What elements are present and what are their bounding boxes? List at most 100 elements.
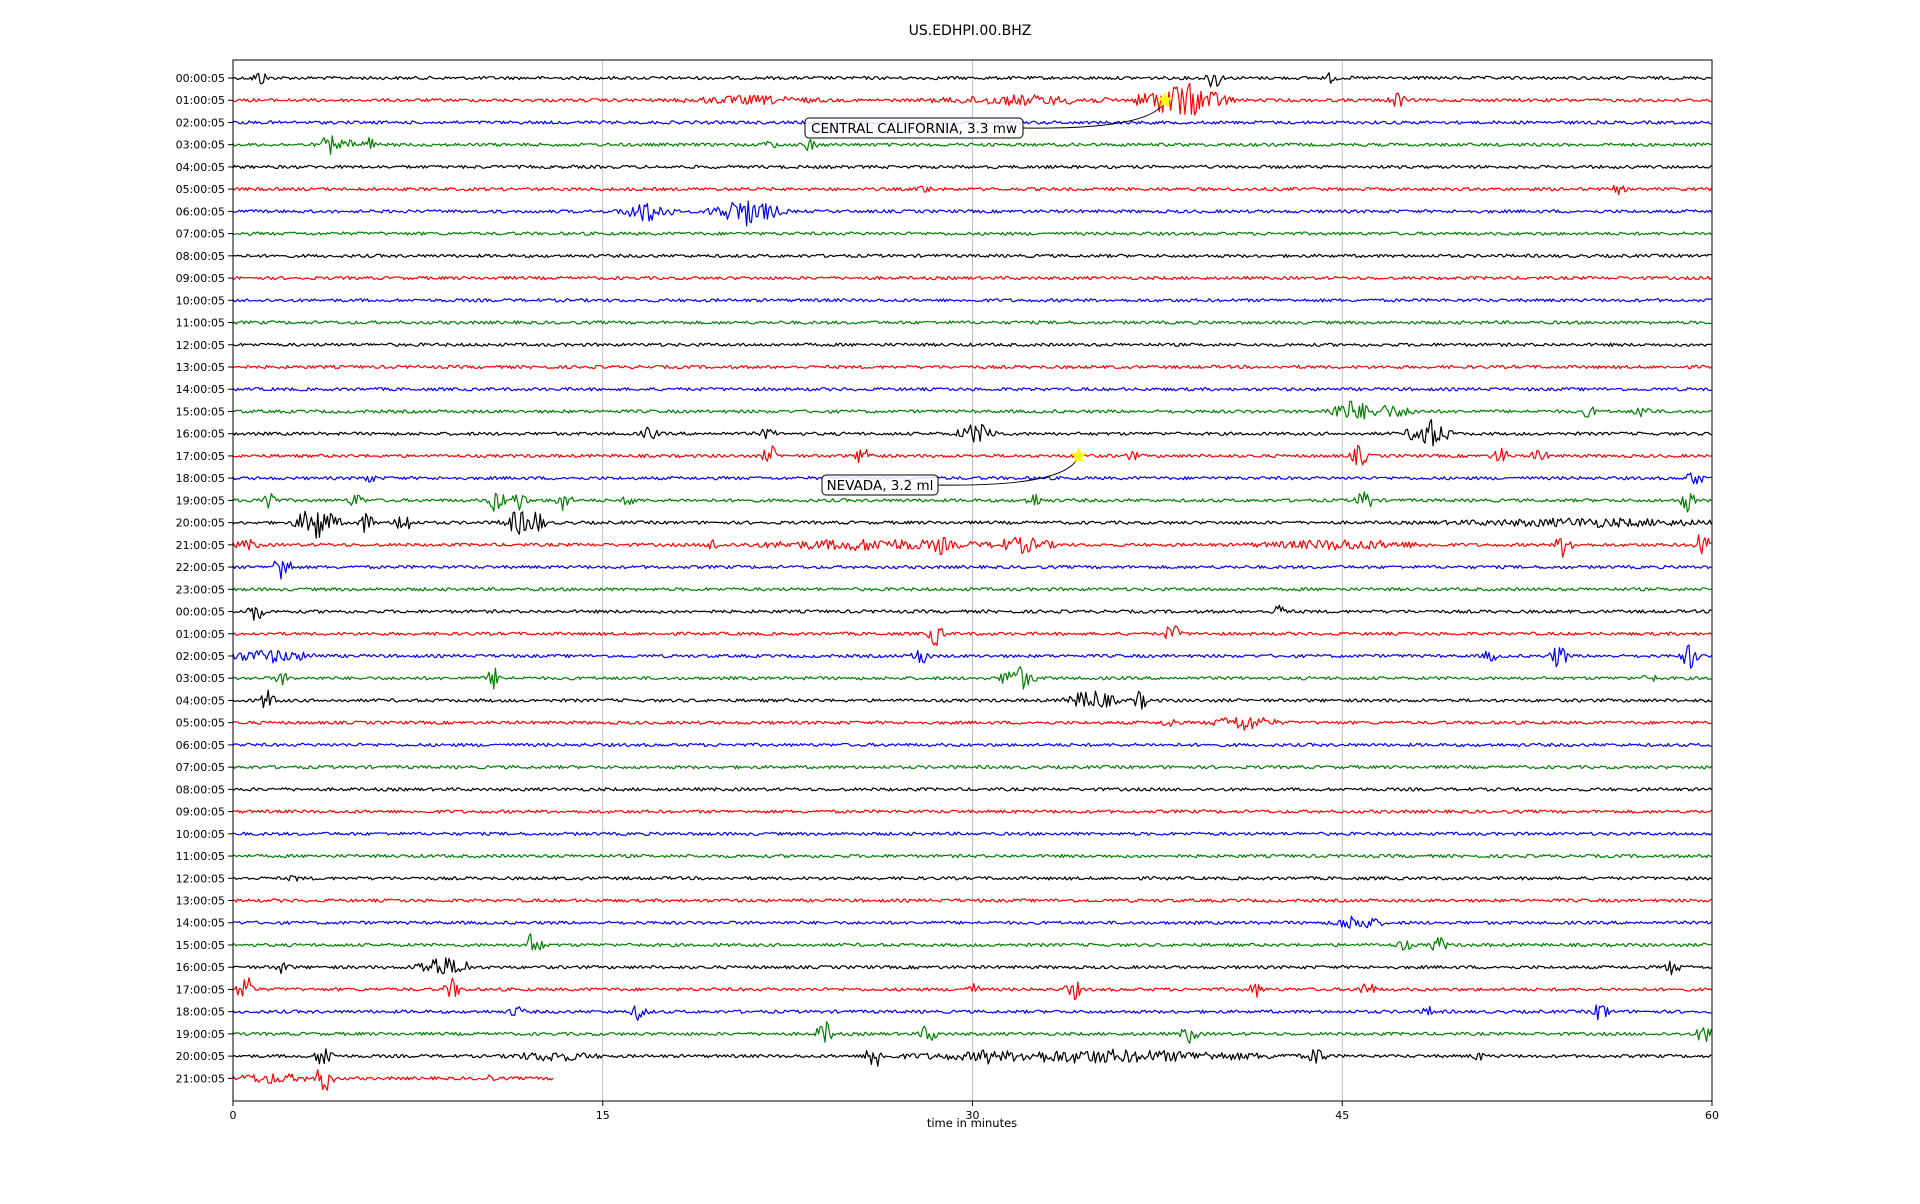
row-time-label: 05:00:05	[176, 717, 225, 730]
trace-row	[232, 200, 1712, 227]
row-time-labels: 00:00:05 01:00:05 02:00:05 03:00:05 04:00:05…	[176, 72, 233, 1085]
trace-row	[232, 689, 1712, 710]
annotation-box	[804, 117, 1024, 139]
chart-title: US.EDHPI.00.BHZ	[909, 23, 1032, 39]
trace-row	[232, 875, 1712, 882]
row-time-label: 01:00:05	[176, 628, 225, 641]
trace-row	[232, 644, 1712, 669]
trace-row	[232, 1069, 554, 1091]
row-time-label: 11:00:05	[176, 317, 225, 330]
event-annotations: CENTRAL CALIFORNIA, 3.3 mw NEVADA, 3.2 ml	[804, 91, 1174, 496]
trace-row	[232, 977, 1712, 1001]
row-time-label: 12:00:05	[176, 872, 225, 885]
row-time-label: 07:00:05	[176, 228, 225, 241]
row-time-label: 15:00:05	[176, 939, 225, 952]
row-time-label: 12:00:05	[176, 339, 225, 352]
trace-row	[232, 809, 1712, 814]
row-time-label: 08:00:05	[176, 250, 225, 263]
annotation-connector	[1022, 100, 1166, 129]
row-time-label: 10:00:05	[176, 828, 225, 841]
row-time-label: 21:00:05	[176, 1072, 225, 1085]
trace-row	[232, 135, 1712, 155]
row-time-label: 17:00:05	[176, 450, 225, 463]
row-time-label: 10:00:05	[176, 294, 225, 307]
row-time-label: 00:00:05	[176, 606, 225, 619]
row-time-label: 14:00:05	[176, 383, 225, 396]
row-time-label: 20:00:05	[176, 1050, 225, 1063]
trace-row	[232, 666, 1712, 690]
trace-row	[232, 231, 1712, 236]
trace-row	[232, 364, 1712, 370]
event-star-icon	[1156, 91, 1174, 108]
row-time-label: 22:00:05	[176, 561, 225, 574]
trace-row	[232, 560, 1712, 580]
trace-row	[232, 82, 1712, 116]
row-time-label: 18:00:05	[176, 1006, 225, 1019]
trace-row	[232, 853, 1712, 859]
trace-row	[232, 1021, 1712, 1044]
trace-row	[232, 275, 1712, 281]
annotation-box	[821, 474, 939, 496]
row-time-label: 16:00:05	[176, 428, 225, 441]
row-time-label: 07:00:05	[176, 761, 225, 774]
row-time-label: 02:00:05	[176, 116, 225, 129]
row-time-label: 03:00:05	[176, 139, 225, 152]
row-time-label: 15:00:05	[176, 405, 225, 418]
row-time-label: 03:00:05	[176, 672, 225, 685]
trace-row	[232, 298, 1712, 303]
trace-row	[232, 184, 1712, 196]
trace-row	[232, 472, 1712, 485]
trace-row	[232, 604, 1712, 621]
trace-row	[232, 164, 1712, 170]
trace-row	[232, 831, 1712, 836]
row-time-label: 23:00:05	[176, 583, 225, 596]
trace-row	[232, 742, 1712, 748]
row-time-label: 18:00:05	[176, 472, 225, 485]
row-time-label: 04:00:05	[176, 694, 225, 707]
plot-frame	[232, 59, 1713, 1102]
x-tick-label: 0	[230, 1109, 237, 1122]
row-time-label: 04:00:05	[176, 161, 225, 174]
trace-row	[232, 957, 1712, 976]
row-time-label: 05:00:05	[176, 183, 225, 196]
row-time-label: 06:00:05	[176, 205, 225, 218]
row-time-label: 09:00:05	[176, 272, 225, 285]
row-time-label: 02:00:05	[176, 650, 225, 663]
trace-row	[232, 444, 1712, 466]
x-axis-label: time in minutes	[927, 1116, 1017, 1130]
annotation-label: CENTRAL CALIFORNIA, 3.3 mw	[811, 121, 1017, 137]
trace-row	[232, 625, 1712, 646]
trace-row	[232, 764, 1712, 770]
x-tick-label: 15	[596, 1109, 610, 1122]
row-time-label: 19:00:05	[176, 494, 225, 507]
trace-row	[232, 510, 1712, 539]
x-axis-ticks: 0 15 30 45 60	[230, 1101, 1719, 1122]
row-time-label: 08:00:05	[176, 783, 225, 796]
row-time-label: 01:00:05	[176, 94, 225, 107]
trace-row	[232, 342, 1712, 347]
annotation-connector	[937, 455, 1079, 486]
trace-row	[232, 387, 1712, 392]
trace-row	[232, 933, 1712, 951]
trace-row	[232, 400, 1712, 420]
row-time-label: 13:00:05	[176, 361, 225, 374]
trace-row	[232, 253, 1712, 258]
trace-row	[232, 320, 1712, 325]
row-time-label: 19:00:05	[176, 1028, 225, 1041]
trace-row	[232, 787, 1712, 792]
trace-row	[232, 898, 1712, 903]
x-tick-label: 30	[966, 1109, 980, 1122]
annotation-label: NEVADA, 3.2 ml	[827, 478, 934, 494]
trace-row	[232, 587, 1712, 592]
x-tick-label: 45	[1335, 1109, 1349, 1122]
row-time-label: 13:00:05	[176, 895, 225, 908]
trace-row	[232, 1048, 1712, 1067]
row-time-label: 14:00:05	[176, 917, 225, 930]
trace-row	[232, 1004, 1712, 1021]
row-time-label: 16:00:05	[176, 961, 225, 974]
trace-row	[232, 491, 1712, 513]
row-time-label: 11:00:05	[176, 850, 225, 863]
event-star-icon	[1070, 447, 1087, 463]
trace-row	[232, 534, 1712, 558]
